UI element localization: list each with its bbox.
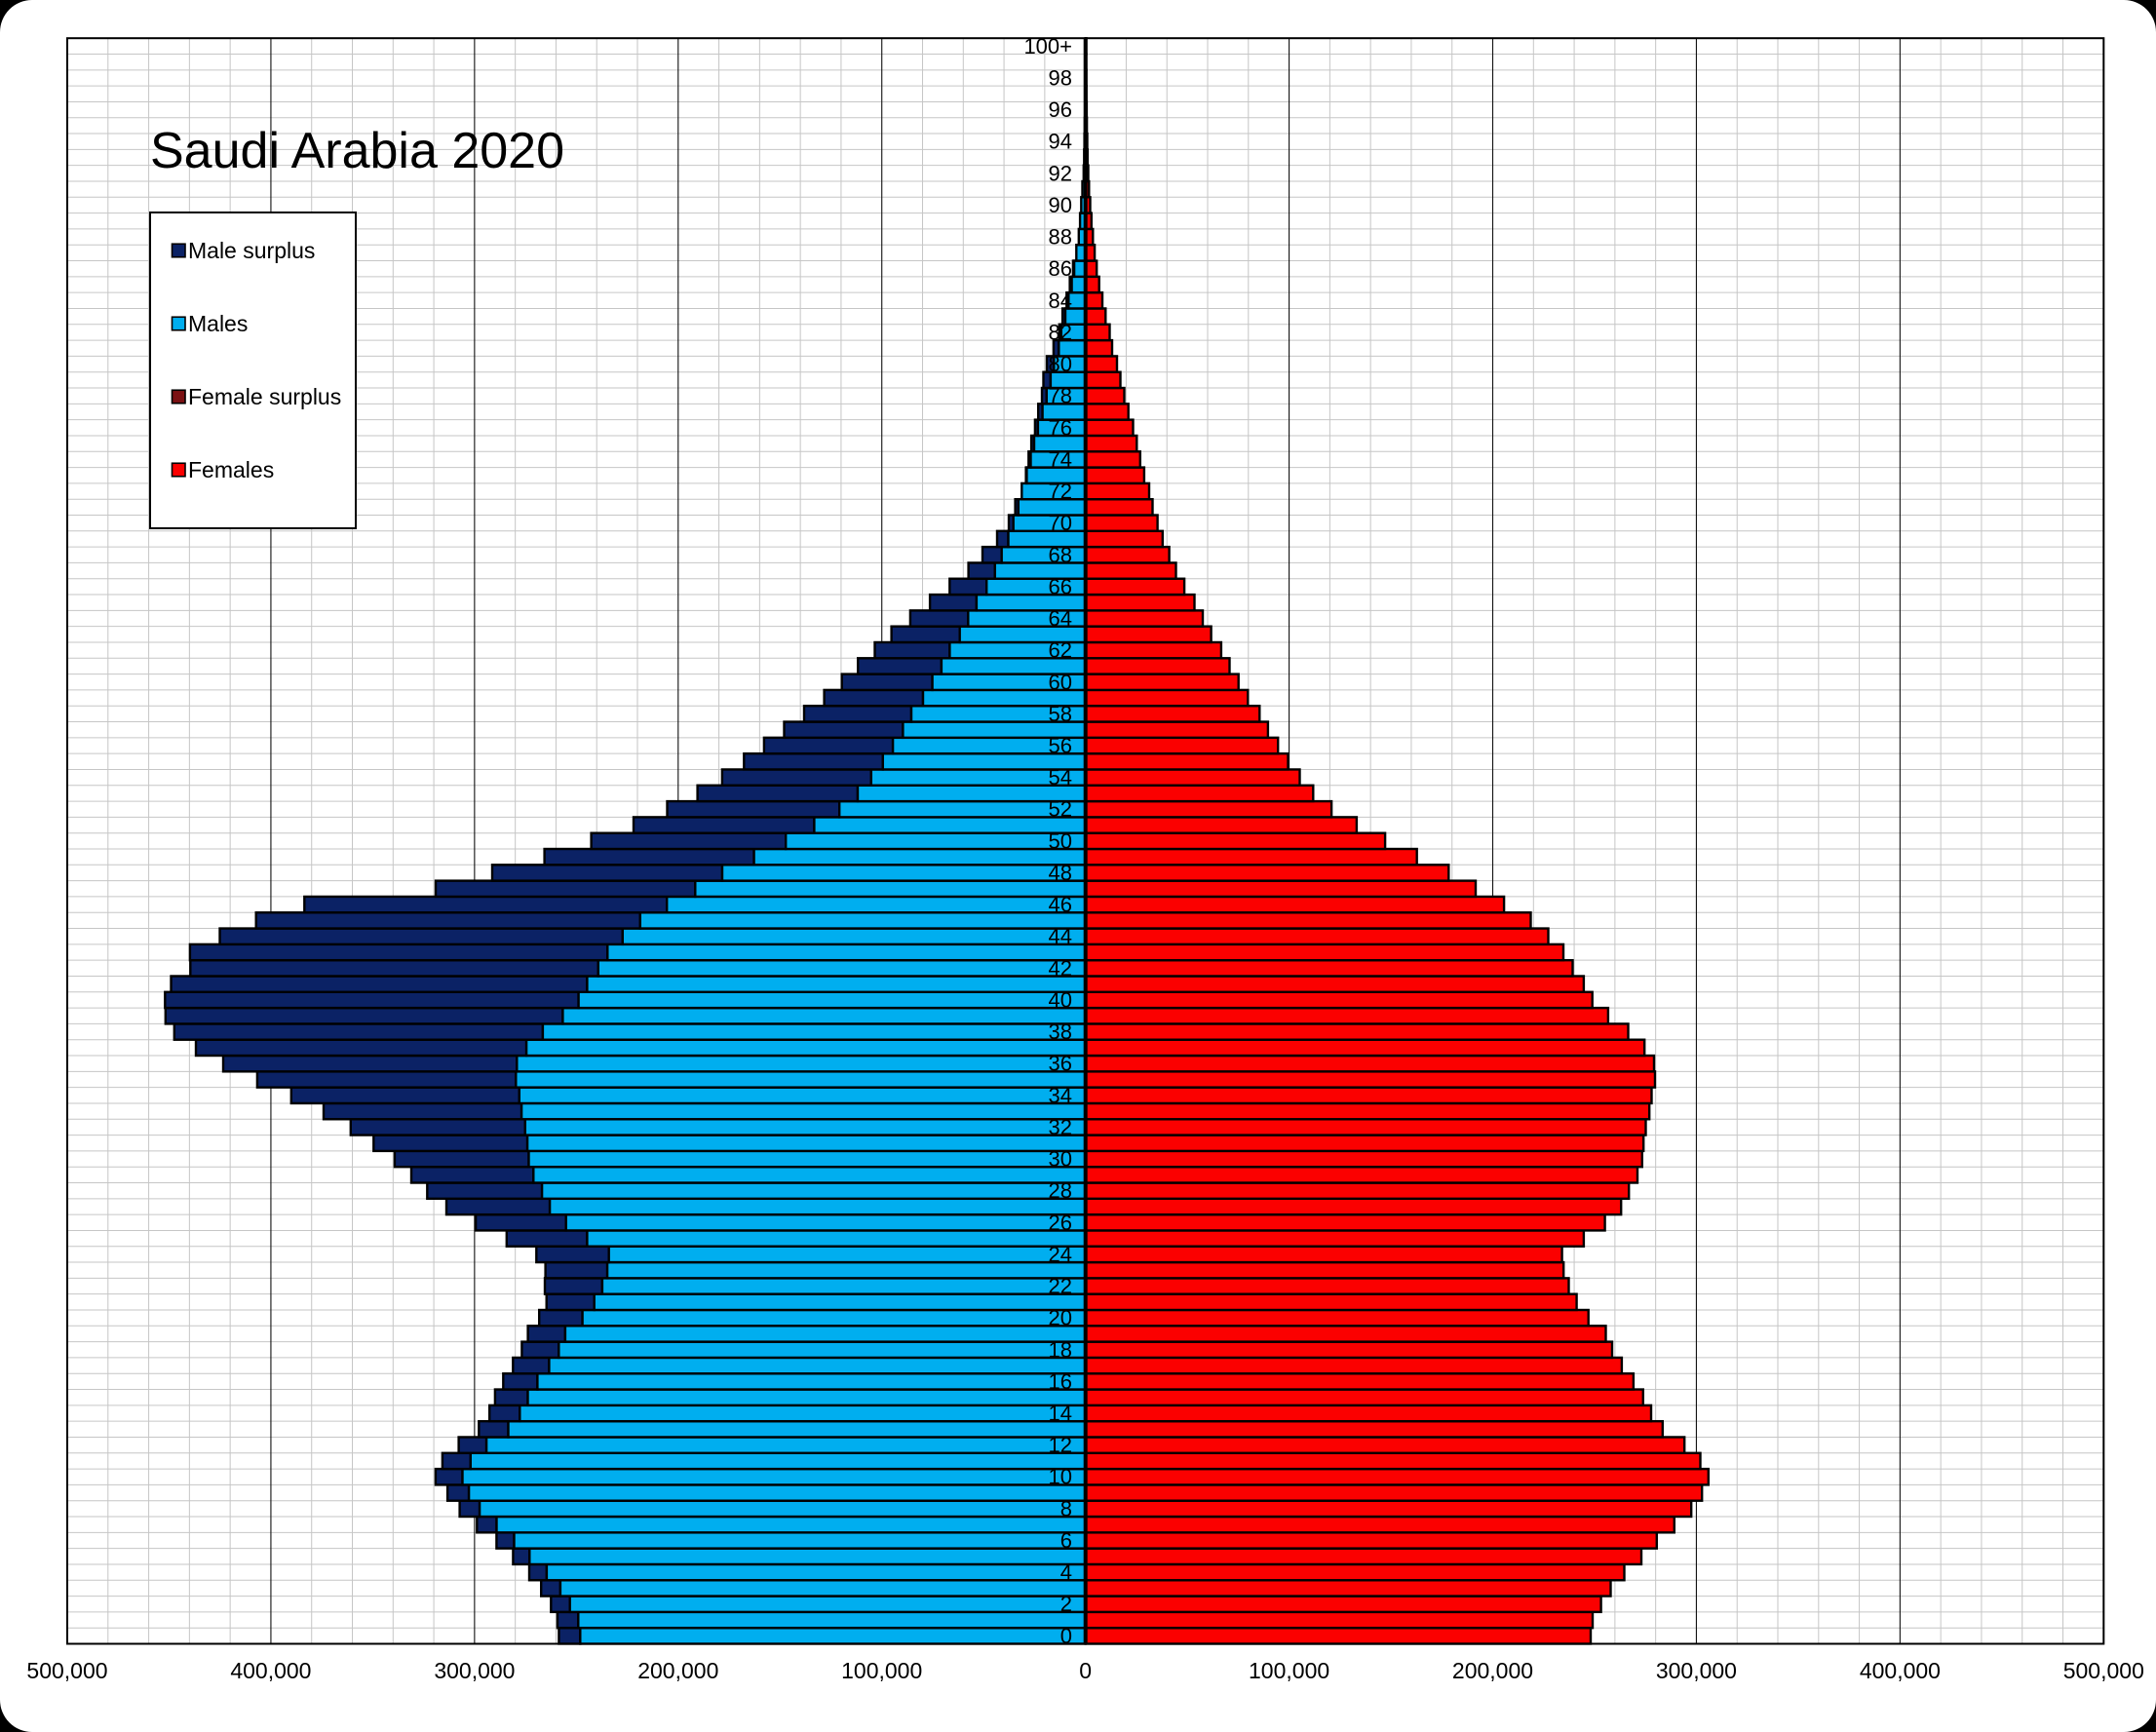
svg-text:86: 86	[1049, 256, 1072, 281]
svg-text:84: 84	[1049, 289, 1072, 313]
svg-text:66: 66	[1049, 574, 1072, 598]
svg-text:72: 72	[1049, 480, 1072, 504]
svg-text:54: 54	[1049, 765, 1072, 789]
svg-text:30: 30	[1049, 1147, 1072, 1172]
svg-text:14: 14	[1049, 1402, 1072, 1426]
svg-text:64: 64	[1049, 606, 1072, 631]
svg-text:300,000: 300,000	[1656, 1658, 1737, 1683]
svg-text:40: 40	[1049, 987, 1072, 1012]
svg-text:42: 42	[1049, 956, 1072, 981]
svg-text:16: 16	[1049, 1369, 1072, 1394]
svg-text:200,000: 200,000	[1452, 1658, 1533, 1683]
svg-text:18: 18	[1049, 1337, 1072, 1362]
svg-text:Saudi Arabia 2020: Saudi Arabia 2020	[150, 123, 564, 179]
svg-text:38: 38	[1049, 1020, 1072, 1044]
svg-text:Males: Males	[188, 311, 248, 336]
svg-text:Male surplus: Male surplus	[188, 238, 315, 263]
svg-text:2: 2	[1060, 1592, 1072, 1616]
svg-text:4: 4	[1060, 1560, 1072, 1585]
svg-text:8: 8	[1060, 1496, 1072, 1520]
svg-text:70: 70	[1049, 511, 1072, 535]
svg-text:52: 52	[1049, 797, 1072, 822]
svg-text:Female surplus: Female surplus	[188, 384, 341, 409]
svg-text:50: 50	[1049, 828, 1072, 853]
svg-text:400,000: 400,000	[1860, 1658, 1941, 1683]
svg-text:92: 92	[1049, 161, 1072, 185]
svg-text:48: 48	[1049, 861, 1072, 885]
svg-text:100,000: 100,000	[841, 1658, 922, 1683]
svg-text:82: 82	[1049, 320, 1072, 344]
svg-text:500,000: 500,000	[26, 1658, 107, 1683]
svg-text:26: 26	[1049, 1211, 1072, 1235]
svg-text:32: 32	[1049, 1115, 1072, 1139]
svg-text:58: 58	[1049, 702, 1072, 726]
svg-text:94: 94	[1049, 130, 1072, 154]
svg-text:36: 36	[1049, 1052, 1072, 1076]
svg-text:10: 10	[1049, 1465, 1072, 1489]
svg-text:96: 96	[1049, 97, 1072, 122]
svg-text:44: 44	[1049, 924, 1072, 948]
svg-text:78: 78	[1049, 384, 1072, 408]
svg-text:300,000: 300,000	[434, 1658, 515, 1683]
svg-text:22: 22	[1049, 1274, 1072, 1298]
svg-text:74: 74	[1049, 447, 1072, 472]
svg-text:98: 98	[1049, 66, 1072, 91]
svg-text:6: 6	[1060, 1528, 1072, 1553]
svg-text:100+: 100+	[1023, 34, 1072, 58]
svg-text:60: 60	[1049, 670, 1072, 694]
svg-text:400,000: 400,000	[230, 1658, 311, 1683]
svg-text:0: 0	[1060, 1624, 1072, 1648]
svg-text:Females: Females	[188, 457, 274, 482]
svg-text:62: 62	[1049, 638, 1072, 663]
svg-text:46: 46	[1049, 893, 1072, 917]
svg-text:90: 90	[1049, 193, 1072, 217]
svg-text:80: 80	[1049, 352, 1072, 376]
svg-text:500,000: 500,000	[2063, 1658, 2144, 1683]
svg-text:24: 24	[1049, 1242, 1072, 1266]
svg-text:34: 34	[1049, 1083, 1072, 1107]
svg-text:100,000: 100,000	[1249, 1658, 1329, 1683]
svg-text:68: 68	[1049, 543, 1072, 567]
svg-text:28: 28	[1049, 1178, 1072, 1203]
svg-text:88: 88	[1049, 225, 1072, 250]
svg-text:20: 20	[1049, 1306, 1072, 1330]
svg-text:0: 0	[1079, 1658, 1092, 1683]
svg-text:76: 76	[1049, 415, 1072, 440]
svg-text:200,000: 200,000	[637, 1658, 718, 1683]
svg-text:12: 12	[1049, 1433, 1072, 1457]
svg-text:56: 56	[1049, 734, 1072, 758]
